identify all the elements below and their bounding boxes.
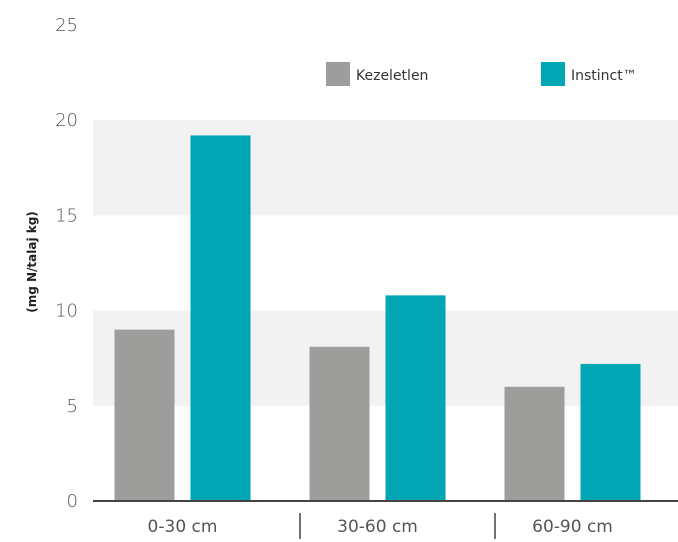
bar-kezeletlen-2 [309, 346, 370, 501]
bar-instinct-1 [190, 135, 251, 501]
y-tick-label: 5 [67, 396, 78, 417]
grid-band [93, 120, 678, 216]
x-category-label: 30-60 cm [337, 517, 418, 537]
y-axis-label: (mg N/talaj kg) [25, 211, 39, 313]
legend-label: Kezeletlen [356, 68, 428, 84]
y-axis-ticks: 0 5 10 15 20 25 [55, 15, 78, 512]
bar-instinct-2 [385, 295, 446, 501]
bars [114, 135, 641, 501]
x-category-label: 60-90 cm [532, 517, 613, 537]
y-tick-label: 10 [55, 301, 78, 322]
legend-swatch [541, 62, 565, 86]
y-tick-label: 20 [55, 110, 78, 131]
bar-kezeletlen-3 [504, 386, 565, 501]
legend-swatch [326, 62, 350, 86]
y-tick-label: 15 [55, 205, 78, 226]
x-category-label: 0-30 cm [148, 517, 218, 537]
bar-kezeletlen-1 [114, 329, 175, 501]
bar-instinct-3 [580, 363, 641, 501]
y-tick-label: 0 [67, 491, 78, 512]
legend: Kezeletlen Instinct™ [326, 62, 637, 86]
x-axis-categories: 0-30 cm 30-60 cm 60-90 cm [148, 513, 613, 539]
legend-label: Instinct™ [571, 68, 637, 84]
y-tick-label: 25 [55, 15, 78, 36]
